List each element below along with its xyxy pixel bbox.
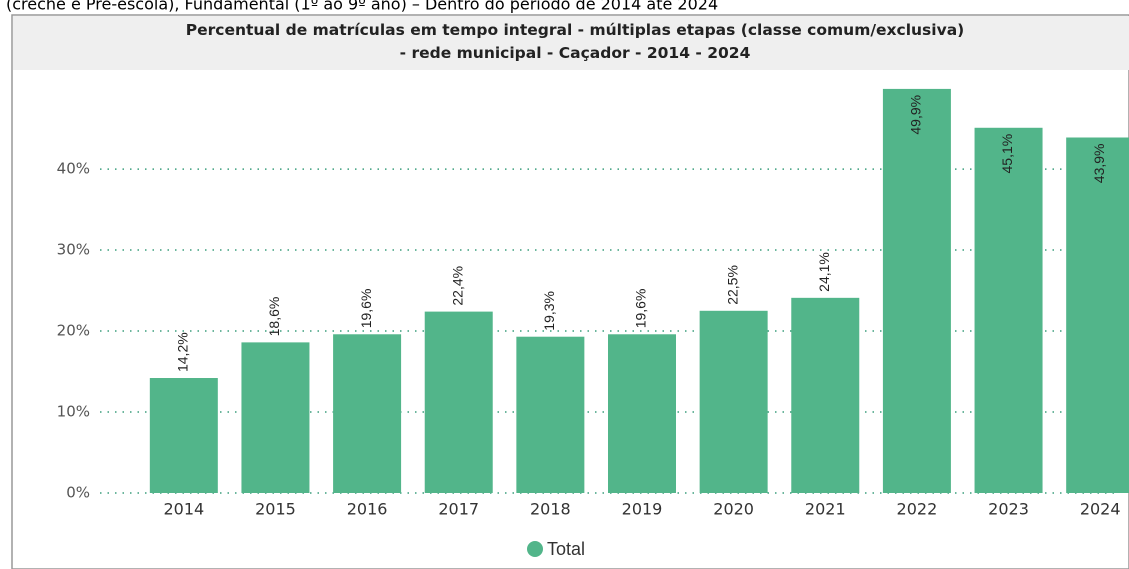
x-tick-label: 2023	[988, 500, 1029, 519]
x-tick-label: 2017	[438, 500, 479, 519]
bar	[516, 336, 585, 493]
data-label: 19,6%	[633, 289, 649, 329]
x-tick-label: 2018	[530, 500, 571, 519]
data-label: 19,6%	[358, 289, 374, 329]
bar	[791, 297, 860, 493]
y-tick-label: 40%	[57, 160, 90, 178]
data-label: 22,5%	[724, 265, 740, 305]
bar	[608, 334, 676, 493]
data-label: 22,4%	[449, 266, 465, 306]
y-tick-label: 0%	[66, 484, 90, 502]
x-tick-label: 2019	[622, 500, 663, 519]
data-label: 18,6%	[266, 297, 282, 337]
x-tick-label: 2021	[805, 500, 846, 519]
bar	[882, 88, 951, 494]
x-tick-label: 2022	[897, 500, 938, 519]
data-label: 24,1%	[816, 252, 832, 292]
y-tick-label: 10%	[57, 403, 90, 421]
bar	[424, 311, 493, 493]
bar	[333, 334, 402, 493]
x-tick-label: 2024	[1080, 500, 1121, 519]
data-label: 14,2%	[175, 332, 191, 372]
data-label: 43,9%	[1091, 143, 1107, 183]
legend-marker	[527, 541, 543, 557]
bar	[699, 310, 768, 493]
legend-label: Total	[547, 539, 585, 559]
data-label: 19,3%	[541, 291, 557, 331]
header-text: (creche e Pré-escola), Fundamental (1º a…	[6, 0, 718, 14]
data-label: 49,9%	[908, 95, 924, 135]
chart-title: Percentual de matrículas em tempo integr…	[186, 21, 964, 62]
y-tick-label: 30%	[57, 241, 90, 259]
data-label: 45,1%	[999, 134, 1015, 174]
x-tick-label: 2015	[255, 500, 296, 519]
bar	[149, 378, 218, 493]
bar	[974, 127, 1043, 493]
x-tick-label: 2014	[163, 500, 204, 519]
bar	[241, 342, 310, 493]
x-tick-label: 2020	[713, 500, 754, 519]
bar	[1066, 137, 1129, 493]
y-tick-label: 20%	[57, 322, 90, 340]
title-bar	[13, 16, 1129, 70]
x-tick-label: 2016	[347, 500, 388, 519]
